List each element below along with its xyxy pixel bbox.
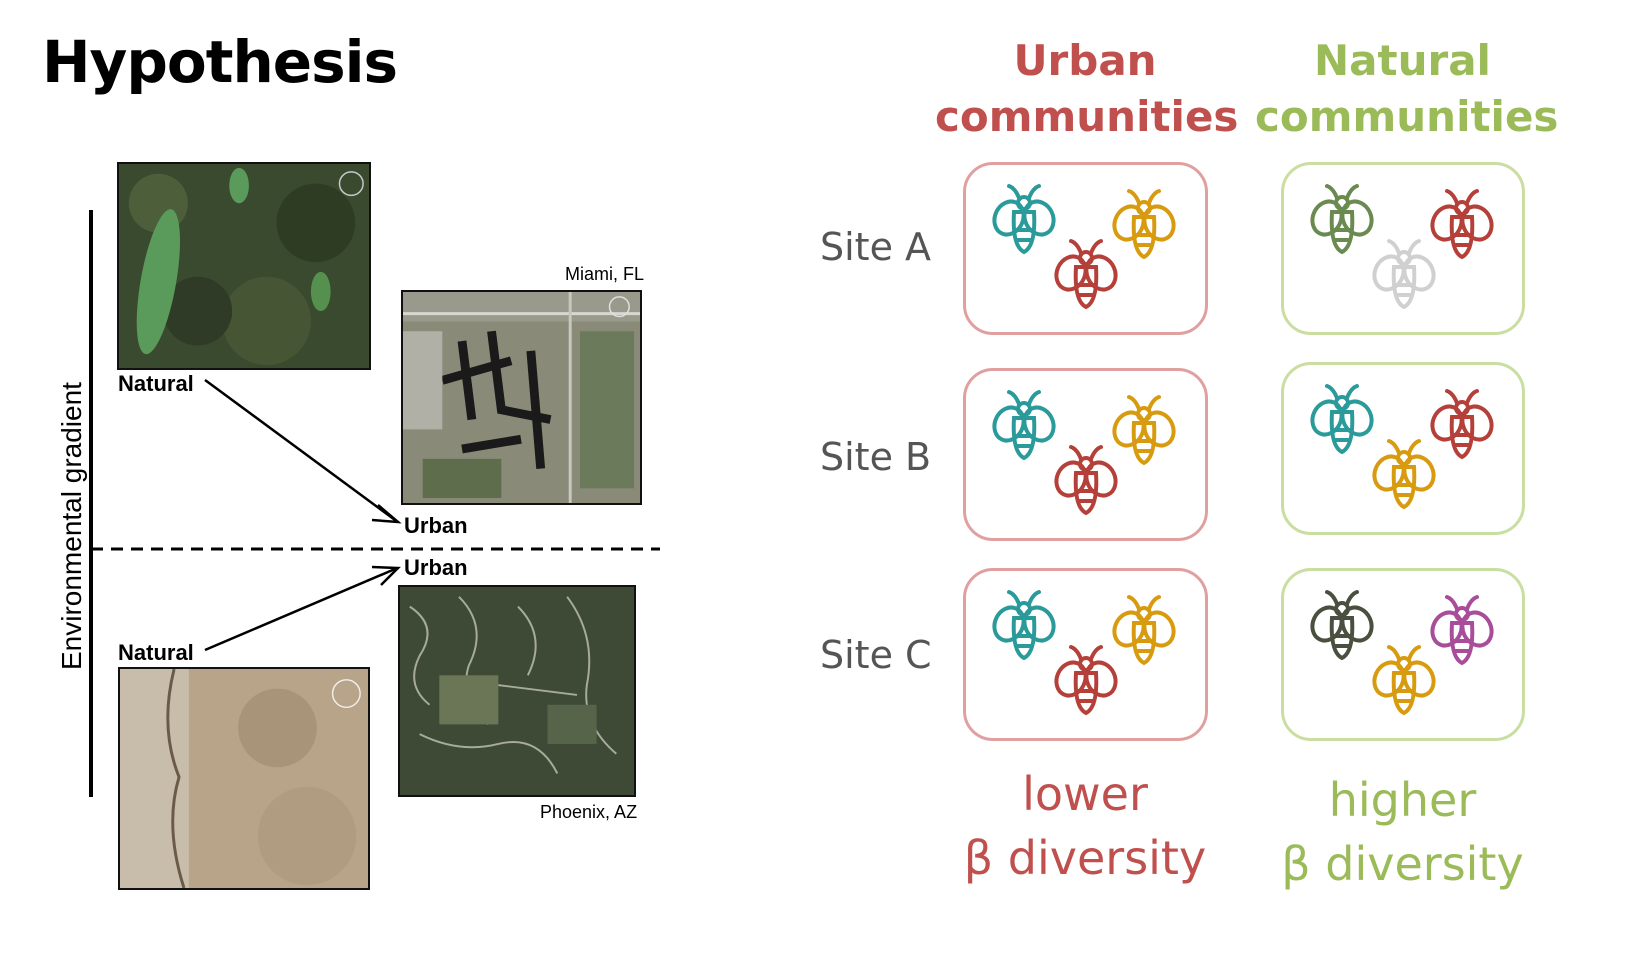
natural-label-top: Natural xyxy=(118,371,194,396)
bee-icon xyxy=(1310,590,1374,661)
bee-icon xyxy=(1430,189,1494,260)
site-label-c: Site C xyxy=(820,633,932,677)
natural-label-bottom: Natural xyxy=(118,640,194,665)
community-bees xyxy=(992,184,1176,310)
bee-icon xyxy=(992,590,1056,661)
top-arrow-head xyxy=(371,504,402,524)
bee-icon xyxy=(1112,189,1176,260)
urban-column-header: Urban communities xyxy=(935,33,1239,145)
bee-icon xyxy=(1372,645,1436,716)
natural-community-site-b xyxy=(1281,362,1525,535)
community-bees xyxy=(992,390,1176,516)
urban-community-site-b xyxy=(963,368,1208,541)
urban-header-line1: Urban xyxy=(1013,36,1157,85)
bee-icon xyxy=(992,390,1056,461)
bottom-arrow-line xyxy=(204,567,396,652)
urban-community-site-a xyxy=(963,162,1208,335)
natural-header-line1: Natural xyxy=(1314,36,1491,85)
bee-icon xyxy=(1112,595,1176,666)
phoenix-urban-image xyxy=(398,585,636,797)
city-label-phoenix: Phoenix, AZ xyxy=(540,802,638,822)
miami-urban-image xyxy=(401,290,642,505)
slide-title: Hypothesis xyxy=(42,28,398,96)
community-bees xyxy=(1310,384,1494,510)
urban-footer: lower β diversity xyxy=(935,762,1235,890)
urban-header-line2: communities xyxy=(935,92,1239,141)
urban-footer-line2: β diversity xyxy=(963,831,1207,885)
figure-lines xyxy=(89,210,660,797)
site-label-b: Site B xyxy=(820,435,932,479)
bee-icon xyxy=(1430,595,1494,666)
top-arrow-line xyxy=(204,378,396,522)
bee-icon xyxy=(1054,445,1118,516)
bee-icon xyxy=(1054,239,1118,310)
natural-header-line2: communities xyxy=(1255,92,1559,141)
urban-community-site-c xyxy=(963,568,1208,741)
bee-icon xyxy=(1112,395,1176,466)
community-bees xyxy=(1310,590,1494,716)
site-label-a: Site A xyxy=(820,225,932,269)
natural-forest-image xyxy=(117,162,371,370)
natural-footer-line2: β diversity xyxy=(1281,837,1524,891)
natural-footer-line1: higher xyxy=(1328,773,1477,827)
axis-label: Environmental gradient xyxy=(56,382,87,670)
urban-label-bottom: Urban xyxy=(404,555,468,580)
community-bees xyxy=(1310,184,1494,310)
bee-icon xyxy=(1054,645,1118,716)
bee-icon xyxy=(1372,239,1436,310)
natural-community-site-c xyxy=(1281,568,1525,741)
bottom-arrow-head xyxy=(371,565,401,586)
bee-icon xyxy=(992,184,1056,255)
bee-icon xyxy=(1310,384,1374,455)
city-label-miami: Miami, FL xyxy=(565,264,645,284)
urban-footer-line1: lower xyxy=(1022,767,1148,821)
urban-label-top: Urban xyxy=(404,513,468,538)
community-bees xyxy=(992,590,1176,716)
natural-footer: higher β diversity xyxy=(1255,768,1550,896)
bee-icon xyxy=(1310,184,1374,255)
natural-community-site-a xyxy=(1281,162,1525,335)
bee-icon xyxy=(1430,389,1494,460)
natural-desert-image xyxy=(118,667,370,890)
bee-icon xyxy=(1372,439,1436,510)
natural-column-header: Natural communities xyxy=(1255,33,1559,145)
